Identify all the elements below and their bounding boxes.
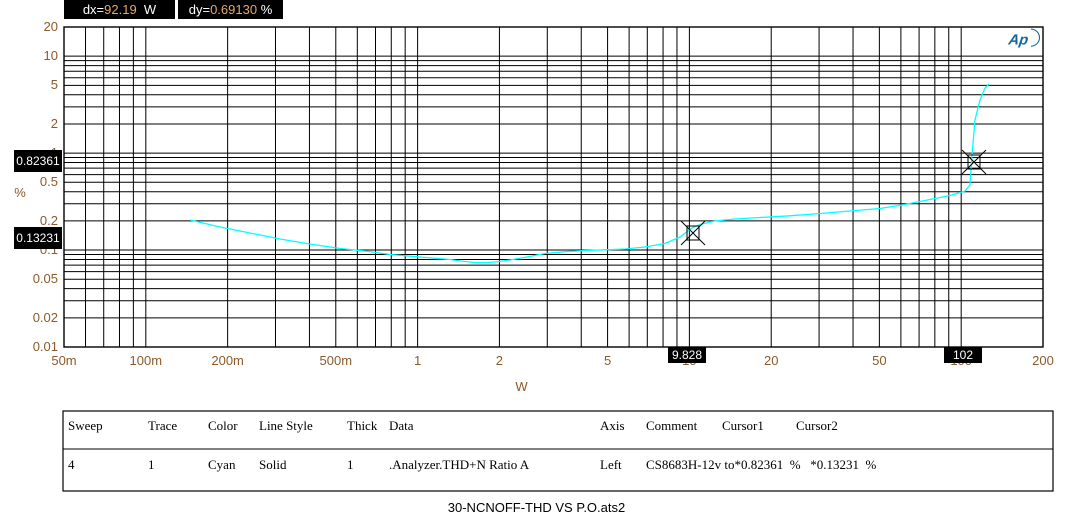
svg-text:Ap: Ap [1006, 32, 1029, 48]
